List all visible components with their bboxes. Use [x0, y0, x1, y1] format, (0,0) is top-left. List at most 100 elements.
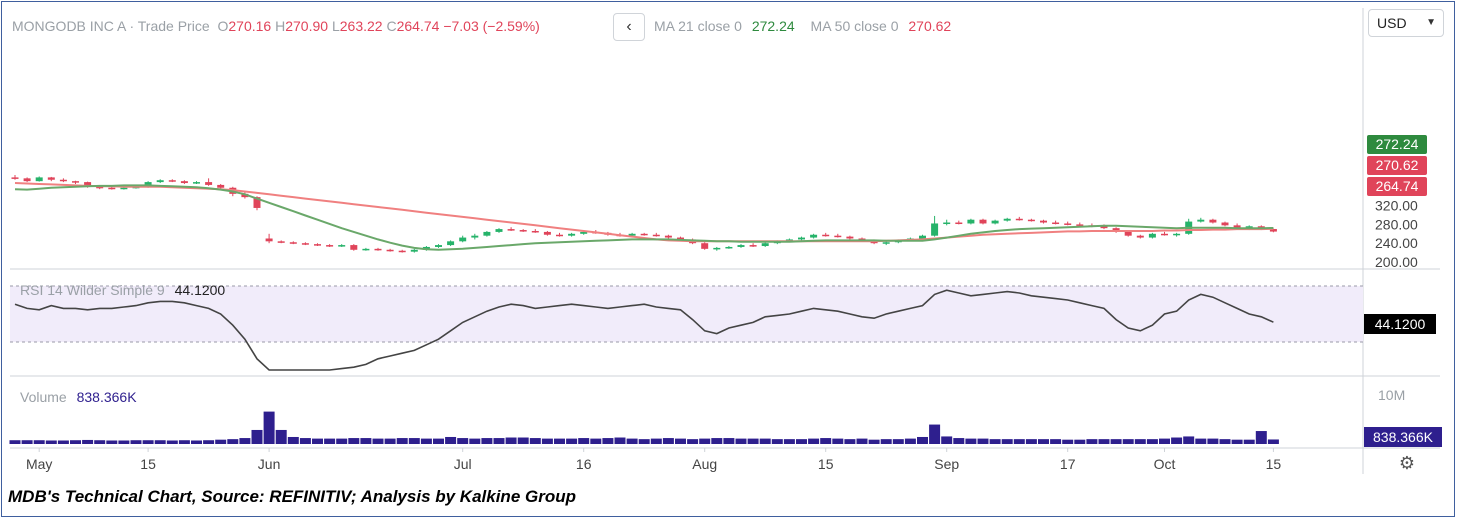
candle-body [531, 230, 539, 233]
volume-bar [662, 438, 674, 444]
candle-body [1197, 219, 1205, 222]
volume-bar [687, 439, 699, 444]
volume-bar [1146, 439, 1158, 444]
x-tick-label: Jun [258, 456, 281, 472]
volume-bar [420, 438, 432, 444]
chevron-left-icon[interactable]: ‹ [613, 13, 645, 41]
volume-bar [1243, 439, 1255, 444]
price-tick-label: 320.00 [1375, 198, 1418, 214]
candle-body [253, 197, 261, 208]
volume-bar [457, 438, 469, 444]
candle-body [652, 234, 660, 237]
volume-bar [917, 436, 928, 444]
volume-bar [1134, 439, 1146, 444]
legend-l-label: L [331, 18, 340, 34]
volume-bar [638, 439, 650, 444]
volume-bar [844, 439, 856, 444]
candle-body [35, 177, 43, 182]
volume-bar [626, 438, 638, 444]
volume-bar [118, 440, 130, 444]
candle-body [822, 234, 830, 237]
candle-body [301, 243, 309, 245]
volume-bar [287, 436, 299, 444]
legend-low: 263.22 [339, 18, 383, 34]
candle-body [931, 223, 939, 236]
candle-body [1015, 218, 1023, 221]
legend-o-label: O [217, 18, 229, 34]
candle-body [156, 180, 164, 183]
x-tick-label: Sep [934, 456, 959, 472]
candle-body [1124, 231, 1132, 236]
price-tick-label: 200.00 [1375, 254, 1418, 270]
candle-body [374, 248, 382, 251]
candle-body [677, 237, 684, 240]
currency-select[interactable]: USD ▼ [1368, 9, 1444, 37]
candle-body [1003, 218, 1011, 221]
legend-c-label: C [386, 18, 397, 34]
candle-body [967, 219, 975, 224]
candle-body [519, 230, 527, 232]
volume-bar [759, 438, 771, 444]
candle-body [193, 182, 200, 184]
candle-body [701, 243, 709, 249]
volume-bar [9, 440, 21, 444]
volume-bar [675, 438, 686, 444]
candle-body [556, 234, 563, 237]
volume-bar [1231, 439, 1243, 444]
volume-bar [372, 438, 384, 444]
moving-averages [14, 182, 1274, 251]
candle-body [459, 237, 467, 242]
volume-label: Volume [20, 389, 67, 405]
candle-body [507, 229, 515, 231]
x-tick-label: Oct [1154, 456, 1176, 472]
volume-bar [1122, 439, 1134, 444]
candle-body [1173, 233, 1181, 236]
x-tick-label: 15 [140, 456, 156, 472]
legend-symbol: MONGODB INC A [12, 18, 126, 34]
candle-body [834, 235, 842, 238]
volume-bar [82, 439, 94, 444]
volume-bar [808, 438, 820, 444]
candle-body [23, 178, 31, 182]
volume-bar [1171, 437, 1183, 444]
x-tick-label: 15 [1266, 456, 1282, 472]
price-tick-label: 240.00 [1375, 235, 1418, 251]
volume-bar [178, 440, 190, 444]
x-tick-label: Jul [454, 456, 472, 472]
candle-body [350, 245, 358, 250]
candle-body [1233, 225, 1241, 229]
gear-icon[interactable]: ⚙ [1398, 453, 1416, 473]
volume-bar [1038, 439, 1049, 444]
rsi-series-line [14, 289, 1274, 371]
volume-bar [941, 436, 953, 444]
candle-body [798, 237, 805, 240]
volume-bar [191, 440, 202, 444]
volume-bar [1219, 439, 1231, 444]
candle-body [483, 231, 491, 236]
ma50-line [14, 182, 1274, 243]
candle-body [543, 231, 551, 235]
candle-body [205, 182, 213, 185]
x-tick-label: 16 [576, 456, 592, 472]
volume-bar [566, 438, 578, 444]
candle-body [386, 249, 394, 252]
candle-body [761, 243, 769, 247]
candle-body [398, 250, 406, 253]
volume-bar [481, 438, 493, 444]
volume-bar [239, 438, 251, 444]
chart-caption: MDB's Technical Chart, Source: REFINITIV… [8, 487, 576, 506]
volume-price-tag: 838.366K [1364, 427, 1442, 447]
volume-legend: Volume 838.366K [20, 389, 137, 405]
ma50-price-tag: 270.62 [1367, 156, 1427, 175]
volume-bar [106, 440, 118, 444]
volume-bar [541, 438, 553, 444]
volume-bar [880, 439, 892, 444]
volume-bar [215, 439, 227, 444]
volume-value: 838.366K [76, 389, 137, 405]
volume-bar [1159, 438, 1170, 444]
x-tick-label: 15 [818, 456, 834, 472]
candle-body [1269, 229, 1277, 232]
legend-h-label: H [275, 18, 286, 34]
volume-bar [953, 438, 965, 444]
